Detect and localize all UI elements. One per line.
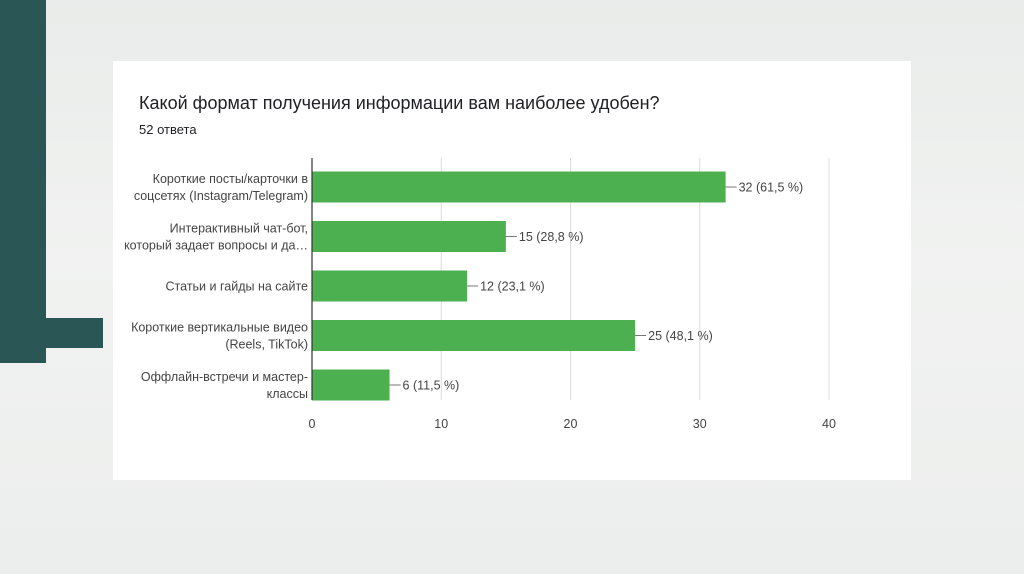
bar-2 (312, 270, 468, 302)
category-label-2-0: Статьи и гайды на сайте (166, 280, 309, 294)
x-tick-label-40: 40 (822, 417, 836, 431)
chart-card: Какой формат получения информации вам на… (113, 61, 911, 480)
bar-1 (312, 221, 506, 252)
value-label-0: 32 (61,5 %) (739, 181, 804, 195)
decorative-vertical-bar (0, 0, 46, 363)
x-tick-label-20: 20 (564, 417, 578, 431)
bar-0 (312, 171, 726, 203)
category-label-3-1: (Reels, TikTok) (225, 338, 308, 352)
category-label-4-1: классы (267, 387, 308, 401)
bar-4 (312, 369, 390, 401)
decorative-horizontal-bar (46, 318, 103, 348)
response-count: 52 ответа (139, 122, 197, 137)
category-label-3-0: Короткие вертикальные видео (131, 321, 308, 335)
category-label-1-0: Интерактивный чат-бот, (170, 222, 308, 236)
value-label-1: 15 (28,8 %) (519, 230, 584, 244)
category-label-0-0: Короткие посты/карточки в (153, 172, 309, 186)
bar-chart: 32 (61,5 %) Короткие посты/карточки в соцс… (124, 158, 836, 431)
bar-3 (312, 320, 636, 351)
chart-title: Какой формат получения информации вам на… (139, 93, 660, 113)
category-label-4-0: Оффлайн-встречи и мастер- (141, 370, 308, 384)
value-label-3: 25 (48,1 %) (648, 329, 713, 343)
category-label-1-1: который задает вопросы и да… (124, 239, 308, 253)
x-tick-label-0: 0 (309, 417, 316, 431)
value-label-2: 12 (23,1 %) (480, 280, 545, 294)
category-label-0-1: соцсетях (Instagram/Telegram) (134, 189, 308, 203)
x-tick-label-10: 10 (434, 417, 448, 431)
value-label-4: 6 (11,5 %) (403, 379, 460, 393)
x-tick-label-30: 30 (693, 417, 707, 431)
